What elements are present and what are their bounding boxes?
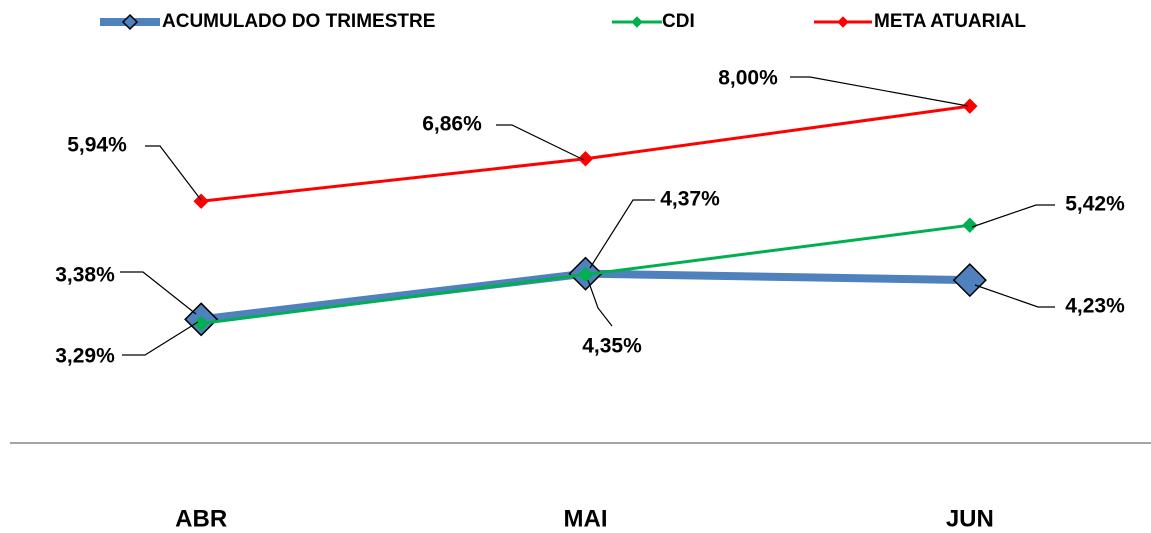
data-label: 6,86% (422, 113, 482, 136)
leader-line (145, 145, 202, 201)
data-label: 5,42% (1065, 193, 1125, 216)
x-tick-label: MAI (564, 505, 608, 532)
legend-marker (121, 13, 139, 31)
leader-line (971, 204, 1055, 228)
data-marker (962, 98, 978, 114)
leader-line (587, 279, 613, 327)
data-label: 4,37% (660, 188, 720, 211)
data-label: 4,35% (582, 335, 642, 358)
leader-line (120, 271, 197, 315)
legend-label: ACUMULADO DO TRIMESTRE (162, 11, 435, 32)
data-marker (952, 263, 987, 298)
x-tick-label: JUN (946, 505, 994, 532)
data-label: 3,38% (55, 264, 115, 287)
data-label: 3,29% (55, 345, 115, 368)
legend-label: META ATUARIAL (874, 11, 1026, 32)
data-marker (193, 193, 209, 209)
data-marker (193, 315, 209, 332)
data-label: 5,94% (67, 134, 127, 157)
legend-label: CDI (662, 11, 695, 32)
leader-line (496, 124, 585, 161)
data-marker (577, 266, 594, 283)
data-marker (962, 217, 978, 233)
leader-line (790, 76, 969, 107)
leader-line (974, 284, 1055, 308)
data-marker (577, 151, 594, 167)
x-tick-label: ABR (175, 505, 227, 532)
legend-marker (631, 16, 643, 28)
data-label: 8,00% (718, 67, 778, 90)
legend-marker (837, 16, 849, 28)
data-label: 4,23% (1065, 295, 1125, 318)
leader-line (589, 199, 655, 269)
leader-line (122, 321, 199, 356)
